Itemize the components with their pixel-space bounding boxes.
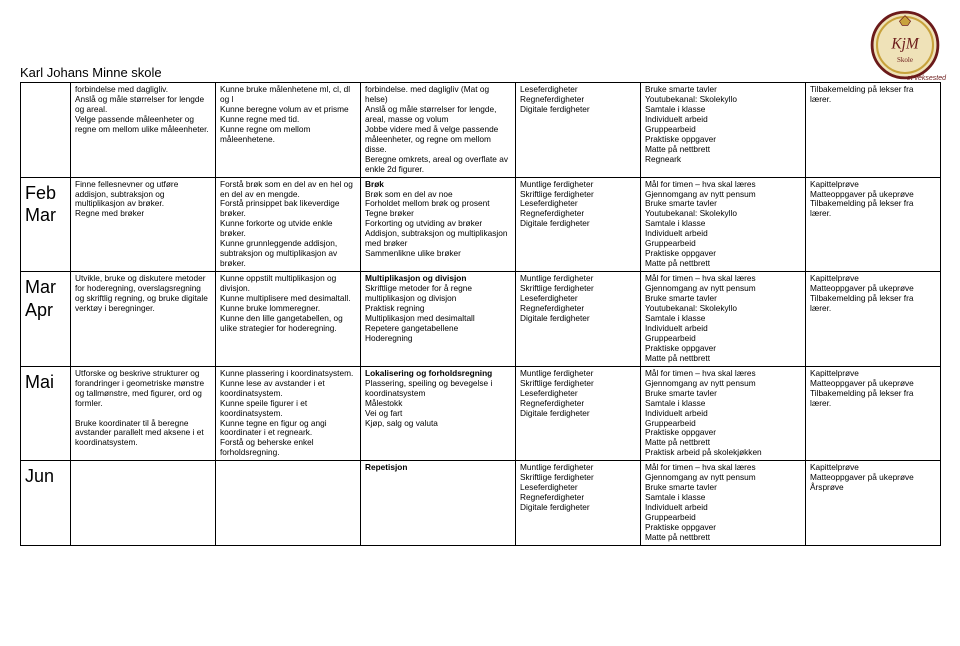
content-cell: Kunne oppstilt multiplikasjon og divisjo… <box>216 272 361 367</box>
content-cell: Finne fellesnevner og utføre addisjon, s… <box>71 177 216 272</box>
content-cell: Mål for timen – hva skal læres Gjennomga… <box>641 366 806 461</box>
table-row: Mar AprUtvikle, bruke og diskutere metod… <box>21 272 941 367</box>
logo-monogram: KjM <box>890 36 920 53</box>
content-cell: Lokalisering og forholdsregning Plasseri… <box>361 366 516 461</box>
curriculum-table: forbindelse med dagligliv. Anslå og måle… <box>20 82 941 546</box>
content-cell: Mål for timen – hva skal læres Gjennomga… <box>641 272 806 367</box>
content-cell: Mål for timen – hva skal læres Gjennomga… <box>641 461 806 546</box>
content-cell: Kunne plassering i koordinatsystem. Kunn… <box>216 366 361 461</box>
content-cell: Kapittelprøve Matteoppgaver på ukeprøve … <box>806 461 941 546</box>
topic-heading: Multiplikasjon og divisjon <box>365 273 466 283</box>
content-cell: Brøk Brøk som en del av noe Forholdet me… <box>361 177 516 272</box>
content-cell: forbindelse med dagligliv. Anslå og måle… <box>71 83 216 178</box>
topic-heading: Brøk <box>365 179 384 189</box>
content-cell: Repetisjon <box>361 461 516 546</box>
content-cell: Leseferdigheter Regneferdigheter Digital… <box>516 83 641 178</box>
table-row: forbindelse med dagligliv. Anslå og måle… <box>21 83 941 178</box>
content-cell: Muntlige ferdigheter Skriftlige ferdighe… <box>516 366 641 461</box>
content-cell: Kapittelprøve Matteoppgaver på ukeprøve … <box>806 272 941 367</box>
content-cell: Forstå brøk som en del av en hel og en d… <box>216 177 361 272</box>
content-cell: Utforske og beskrive strukturer og foran… <box>71 366 216 461</box>
school-logo: KjM Skole – et veksested <box>870 10 940 80</box>
table-row: MaiUtforske og beskrive strukturer og fo… <box>21 366 941 461</box>
content-cell <box>71 461 216 546</box>
logo-subtitle: – et veksested <box>901 75 946 82</box>
content-cell: Mål for timen – hva skal læres Gjennomga… <box>641 177 806 272</box>
content-cell: Kapittelprøve Matteoppgaver på ukeprøve … <box>806 177 941 272</box>
content-cell <box>216 461 361 546</box>
month-cell: Feb Mar <box>21 177 71 272</box>
content-cell: Muntlige ferdigheter Skriftlige ferdighe… <box>516 272 641 367</box>
month-cell: Mar Apr <box>21 272 71 367</box>
content-cell: Muntlige ferdigheter Skriftlige ferdighe… <box>516 461 641 546</box>
topic-heading: Lokalisering og forholdsregning <box>365 368 492 378</box>
topic-body: Brøk som en del av noe Forholdet mellom … <box>365 189 508 259</box>
table-row: Jun Repetisjon Muntlige ferdigheter Skrift… <box>21 461 941 546</box>
content-cell: Bruke smarte tavler Youtubekanal: Skolek… <box>641 83 806 178</box>
topic-body: Skriftlige metoder for å regne multiplik… <box>365 283 475 343</box>
content-cell: Multiplikasjon og divisjon Skriftlige me… <box>361 272 516 367</box>
page-header: Karl Johans Minne skole KjM Skole – et v… <box>20 14 940 80</box>
content-cell: Kapittelprøve Matteoppgaver på ukeprøve … <box>806 366 941 461</box>
content-cell: Tilbakemelding på lekser fra lærer. <box>806 83 941 178</box>
topic-heading: Repetisjon <box>365 462 407 472</box>
month-cell: Mai <box>21 366 71 461</box>
month-cell <box>21 83 71 178</box>
content-cell: Kunne bruke målenhetene ml, cl, dl og l … <box>216 83 361 178</box>
content-cell: Muntlige ferdigheter Skriftlige ferdighe… <box>516 177 641 272</box>
logo-bottom: Skole <box>897 56 913 64</box>
table-row: Feb MarFinne fellesnevner og utføre addi… <box>21 177 941 272</box>
content-cell: Utvikle, bruke og diskutere metoder for … <box>71 272 216 367</box>
topic-body: Plassering, speiling og bevegelse i koor… <box>365 378 492 428</box>
content-cell: forbindelse. med dagligliv (Mat og helse… <box>361 83 516 178</box>
school-title: Karl Johans Minne skole <box>20 65 162 80</box>
month-cell: Jun <box>21 461 71 546</box>
